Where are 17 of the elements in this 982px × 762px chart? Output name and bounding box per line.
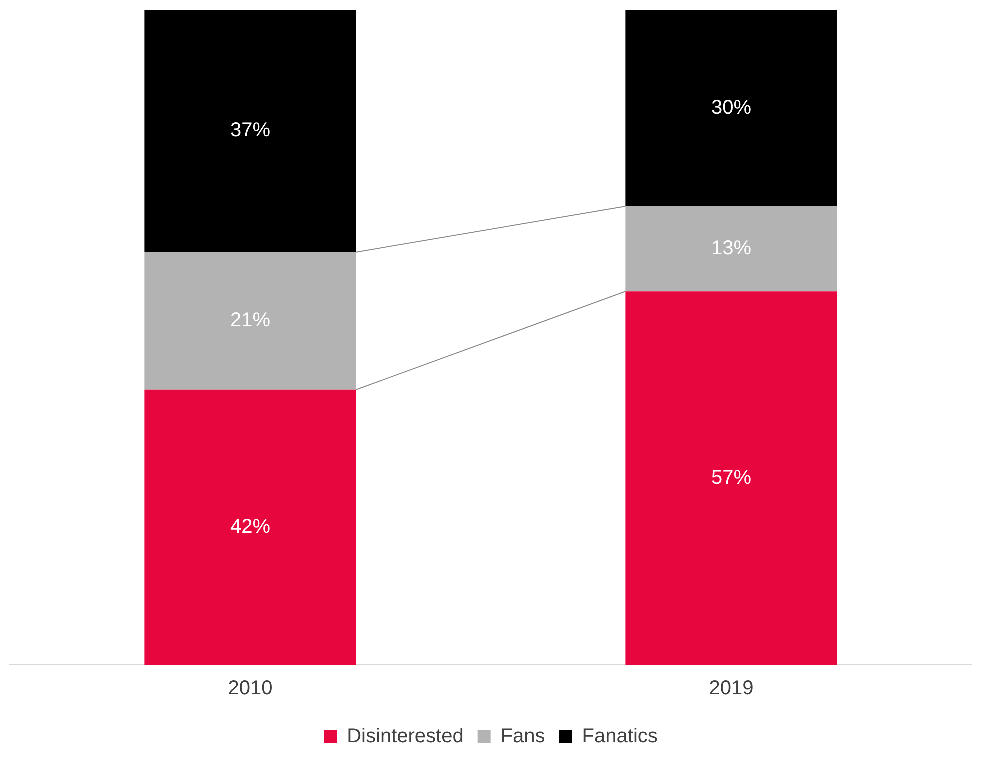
data-label: 42% bbox=[230, 516, 271, 538]
x-tick-label: 2019 bbox=[709, 678, 754, 700]
bar bbox=[144, 10, 356, 252]
bar bbox=[626, 10, 838, 206]
legend-label: Fanatics bbox=[582, 726, 658, 748]
data-label: 37% bbox=[230, 120, 271, 142]
data-label: 57% bbox=[711, 466, 752, 489]
data-label: 13% bbox=[711, 238, 752, 260]
legend-label: Fans bbox=[500, 726, 546, 748]
data-label: 21% bbox=[230, 310, 271, 332]
data-label: 30% bbox=[711, 96, 752, 119]
bar bbox=[626, 206, 838, 292]
bar bbox=[626, 292, 838, 665]
bar bbox=[144, 390, 356, 665]
x-tick-label: 2010 bbox=[228, 678, 273, 700]
legend-label: Disinterested bbox=[347, 726, 464, 748]
bar bbox=[144, 252, 356, 390]
